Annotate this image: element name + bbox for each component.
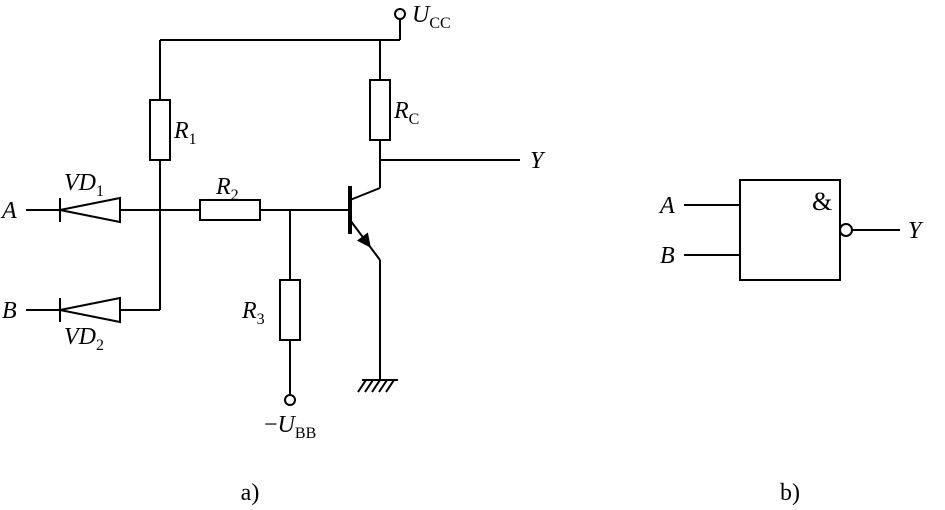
diode-D2-label: VD2 [64, 324, 104, 354]
input-B-label: B [2, 298, 17, 324]
circuit-diagram: AVD1BVD2R1UCCR2R3−UBBRCYa)&ABYb) [0, 0, 945, 510]
Ubb-label: −UBB [264, 412, 316, 442]
gate-op-label: & [812, 187, 832, 216]
gate-B-label: B [660, 243, 675, 269]
output-Y-label-a: Y [530, 148, 546, 174]
caption-a: a) [241, 480, 260, 506]
input-A-label: A [0, 198, 17, 224]
RC-label: RC [393, 98, 419, 128]
R3-label: R3 [241, 298, 265, 328]
R1-label: R1 [173, 118, 197, 148]
R2-label: R2 [215, 174, 239, 204]
caption-b: b) [780, 480, 800, 506]
gate-A-label: A [658, 193, 675, 219]
Ucc-label: UCC [412, 2, 451, 32]
diode-D1-label: VD1 [64, 170, 104, 200]
gate-Y-label: Y [908, 218, 924, 244]
